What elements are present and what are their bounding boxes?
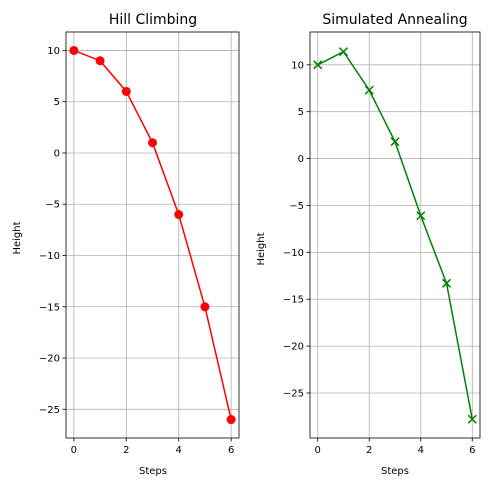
y-tick-label: 10 [47, 46, 60, 57]
y-tick-label: −10 [39, 251, 60, 262]
data-point [467, 414, 477, 424]
y-axis-label: Height [12, 221, 23, 254]
data-point [441, 278, 452, 288]
chart-hill-climbing: Hill Climbing Steps Height 0 2 4 6 10 5 0 −5 −10… [12, 12, 240, 477]
y-tick-label: −5 [289, 201, 304, 212]
chart-title: Hill Climbing [109, 12, 197, 28]
data-point [313, 60, 323, 70]
data-point [121, 86, 131, 96]
y-tick-label: −5 [45, 200, 60, 211]
x-tick-label: 2 [366, 445, 372, 456]
plot-frame [65, 31, 240, 439]
x-tick-label: 4 [176, 445, 182, 456]
series-line [73, 49, 232, 420]
x-tick-label: 0 [315, 445, 321, 456]
chart-title: Simulated Annealing [322, 12, 467, 28]
y-tick-label: −20 [39, 354, 60, 365]
plot-frame [309, 31, 481, 439]
x-tick-label: 2 [123, 445, 129, 456]
y-tick-label: 5 [54, 97, 60, 108]
x-tick-label: 6 [469, 445, 475, 456]
y-tick-label: −15 [39, 302, 60, 313]
data-point [390, 137, 400, 147]
x-axis-label: Steps [139, 466, 167, 477]
series-line [317, 50, 474, 420]
y-tick-label: −15 [283, 295, 304, 306]
y-tick-label: 5 [298, 107, 304, 118]
chart-simulated-annealing: Simulated Annealing Steps Height 0 2 4 6 10 5… [256, 12, 481, 477]
y-tick-label: −25 [39, 405, 60, 416]
x-tick-label: 4 [418, 445, 424, 456]
x-axis-label: Steps [381, 466, 409, 477]
data-point [226, 415, 236, 425]
y-tick-label: −25 [283, 388, 304, 399]
data-point [338, 47, 349, 57]
data-point [69, 45, 79, 55]
y-tick-label: 0 [298, 154, 304, 165]
y-tick-label: −10 [283, 248, 304, 259]
x-tick-label: 0 [71, 445, 77, 456]
data-point [95, 56, 105, 66]
y-axis-label: Height [256, 232, 267, 265]
y-tick-label: 10 [291, 60, 304, 71]
y-tick-label: −20 [283, 342, 304, 353]
data-point [200, 302, 210, 312]
data-point [174, 209, 184, 219]
data-point [364, 85, 374, 95]
data-point [148, 138, 157, 148]
y-tick-label: 0 [54, 148, 60, 159]
data-point [416, 211, 426, 221]
x-tick-label: 6 [228, 445, 234, 456]
